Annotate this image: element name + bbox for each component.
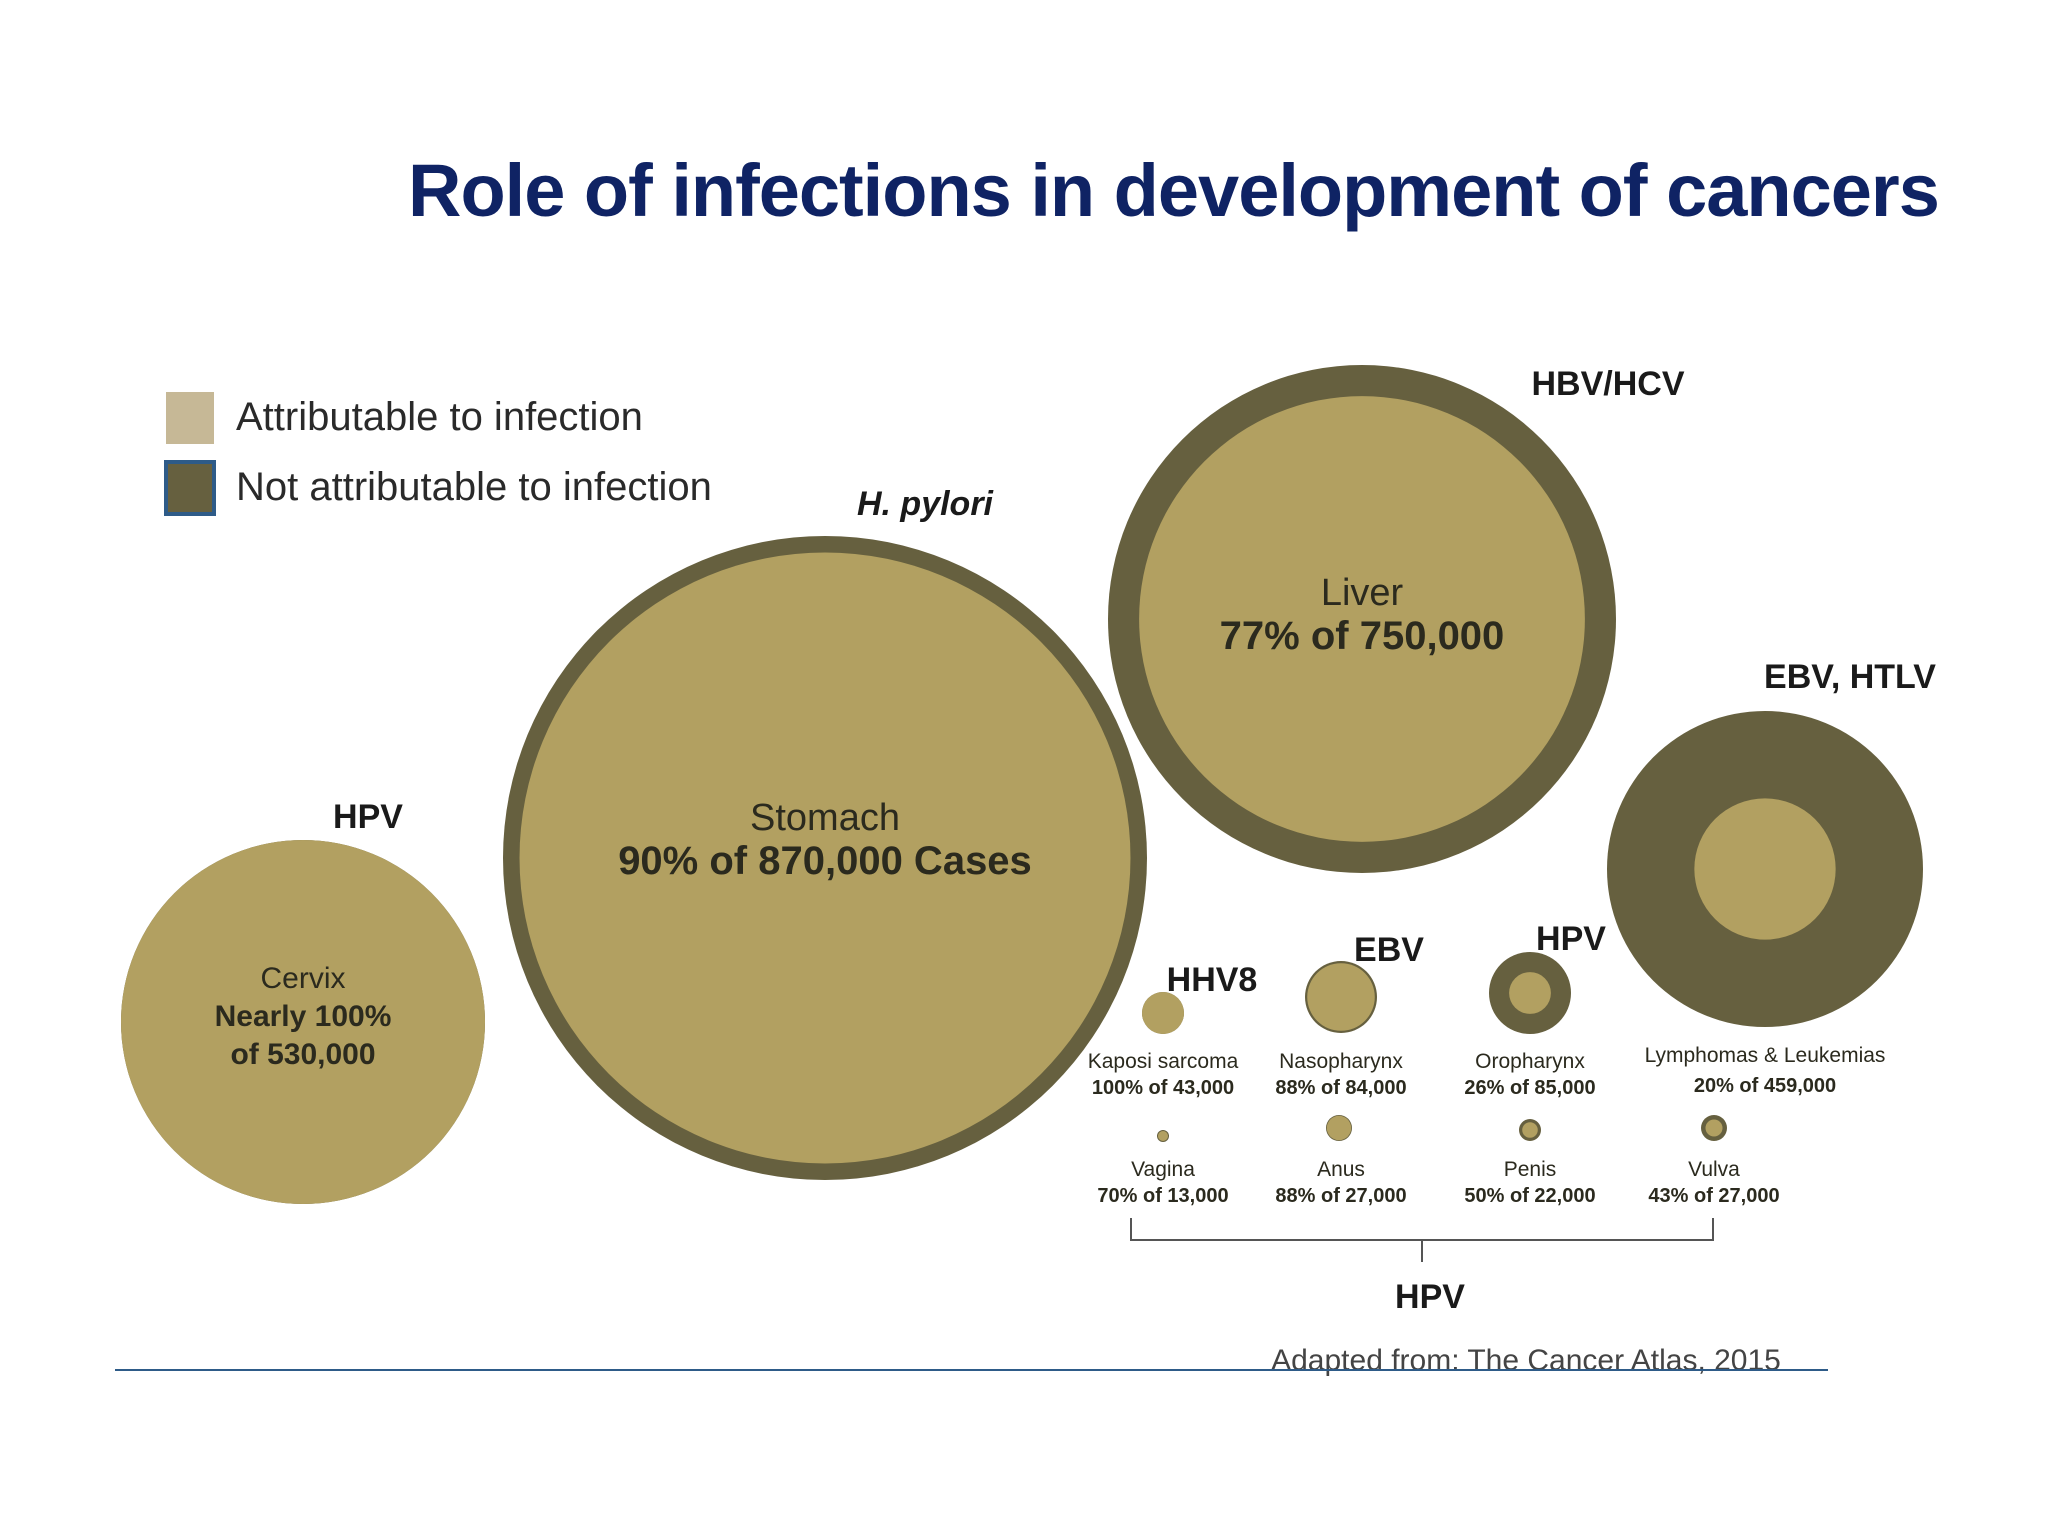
- bubble-vagina: Vagina 70% of 13,000: [1097, 1130, 1229, 1207]
- cancer-value: 88% of 27,000: [1275, 1185, 1406, 1207]
- bubble-lymphomas-leukemias: EBV, HTLV Lymphomas & Leukemias 20% of 459…: [1607, 658, 1936, 1097]
- cancer-value: Nearly 100%: [215, 1000, 392, 1033]
- bracket-line: [1130, 1218, 1714, 1262]
- cancer-name: Lymphomas & Leukemias: [1645, 1044, 1886, 1067]
- legend-label: Attributable to infection: [236, 395, 643, 439]
- cancer-name: Oropharynx: [1475, 1050, 1585, 1073]
- agent-label: EBV, HTLV: [1764, 658, 1936, 696]
- legend-swatch-attributable: [166, 392, 214, 444]
- bubble-attributable-anus: [1326, 1115, 1352, 1141]
- bubble-attributable-lymphomas-leukemias: [1694, 798, 1836, 940]
- agent-label: HBV/HCV: [1531, 365, 1684, 403]
- cancer-value: 43% of 27,000: [1648, 1185, 1779, 1207]
- cancer-value: 70% of 13,000: [1097, 1185, 1228, 1207]
- cancer-name: Nasopharynx: [1279, 1050, 1403, 1073]
- bubble-cervix: HPV Cervix Nearly 100% of 530,000: [121, 798, 485, 1204]
- bubble-attributable-liver: [1139, 396, 1585, 842]
- agent-label: HHV8: [1167, 961, 1258, 999]
- cancer-value: 20% of 459,000: [1694, 1075, 1836, 1097]
- bubble-oropharynx: HPV Oropharynx 26% of 85,000: [1464, 920, 1606, 1099]
- cancer-name: Anus: [1317, 1158, 1365, 1181]
- cancer-name: Stomach: [750, 797, 900, 839]
- source-note: Adapted from: The Cancer Atlas, 2015: [1271, 1344, 1781, 1377]
- cancer-name: Vagina: [1131, 1158, 1195, 1181]
- bubble-attributable-penis: [1522, 1122, 1538, 1138]
- cancer-value: 50% of 22,000: [1464, 1185, 1595, 1207]
- bubble-group: HPV Cervix Nearly 100% of 530,000 H. pylori S…: [121, 365, 1936, 1207]
- page-title: Role of infections in development of can…: [408, 149, 1940, 232]
- bubble-attributable-nasopharynx: [1307, 963, 1375, 1031]
- cancer-value: 88% of 84,000: [1275, 1077, 1406, 1099]
- bubble-penis: Penis 50% of 22,000: [1464, 1119, 1596, 1207]
- legend-swatch-not-attributable: [164, 460, 216, 516]
- legend-label: Not attributable to infection: [236, 465, 712, 509]
- cancer-name: Kaposi sarcoma: [1088, 1050, 1239, 1073]
- bubble-attributable-kaposi-sarcoma: [1142, 992, 1184, 1034]
- cancer-value: 90% of 870,000 Cases: [618, 839, 1032, 883]
- bubble-nasopharynx: EBV Nasopharynx 88% of 84,000: [1275, 931, 1424, 1099]
- agent-label: HPV: [1536, 920, 1606, 958]
- cancer-name: Cervix: [260, 962, 345, 995]
- legend: Attributable to infection Not attributabl…: [164, 392, 712, 516]
- cancer-value: 100% of 43,000: [1092, 1077, 1234, 1099]
- agent-label: HPV: [333, 798, 403, 836]
- footer: Adapted from: The Cancer Atlas, 2015: [115, 1344, 1828, 1377]
- bubble-vulva: Vulva 43% of 27,000: [1648, 1115, 1780, 1207]
- bubble-kaposi-sarcoma: HHV8 Kaposi sarcoma 100% of 43,000: [1088, 961, 1258, 1099]
- cancer-name: Liver: [1321, 572, 1404, 614]
- bubble-attributable-oropharynx: [1509, 972, 1551, 1014]
- cancer-value-line2: of 530,000: [230, 1038, 375, 1071]
- cancer-value: 77% of 750,000: [1220, 614, 1505, 658]
- hpv-group-label: HPV: [1395, 1278, 1465, 1316]
- bubble-attributable-vagina: [1157, 1130, 1169, 1142]
- hpv-bracket: HPV: [1130, 1218, 1714, 1316]
- agent-label: H. pylori: [857, 485, 995, 523]
- bubble-attributable-cervix: [121, 840, 485, 1204]
- cancer-value: 26% of 85,000: [1464, 1077, 1595, 1099]
- cancer-name: Penis: [1504, 1158, 1557, 1181]
- bubble-anus: Anus 88% of 27,000: [1275, 1115, 1407, 1207]
- bubble-attributable-vulva: [1705, 1119, 1723, 1137]
- cancer-name: Vulva: [1688, 1158, 1740, 1181]
- agent-label: EBV: [1354, 931, 1424, 969]
- bubble-attributable-stomach: [519, 552, 1131, 1164]
